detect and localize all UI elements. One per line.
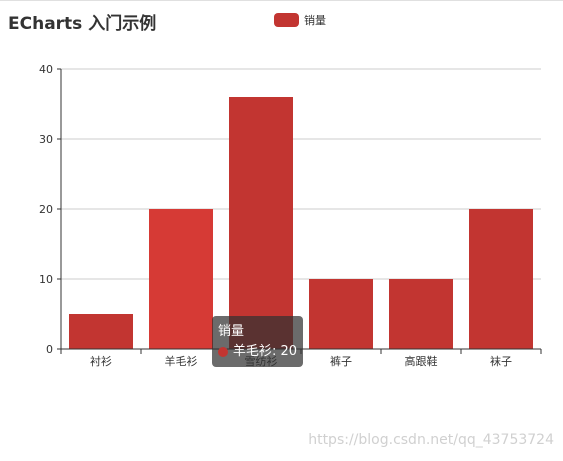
tooltip-item-value: 20 xyxy=(280,344,297,359)
tooltip-item-label: 羊毛衫 xyxy=(232,344,272,359)
chart-title: ECharts 入门示例 xyxy=(8,14,157,34)
tooltip-marker-dot xyxy=(218,347,228,357)
bar[interactable] xyxy=(469,209,533,349)
legend-label: 销量 xyxy=(304,14,326,27)
y-tick-label: 40 xyxy=(39,63,53,76)
y-tick-label: 10 xyxy=(39,273,53,286)
x-tick-label: 袜子 xyxy=(490,354,512,368)
bar[interactable] xyxy=(229,97,293,349)
y-tick-label: 20 xyxy=(39,203,53,216)
legend-swatch xyxy=(274,13,299,27)
tooltip-series-name: 销量 xyxy=(218,324,245,339)
bar[interactable] xyxy=(389,279,453,349)
top-divider xyxy=(0,0,563,1)
x-tick-label: 衬衫 xyxy=(90,355,112,368)
watermark-text: https://blog.csdn.net/qq_43753724 xyxy=(308,432,554,448)
legend-item[interactable]: 销量 xyxy=(274,12,326,28)
x-tick-label: 羊毛衫 xyxy=(165,354,198,368)
y-tick-label: 30 xyxy=(39,133,53,146)
x-tick-label: 高跟鞋 xyxy=(405,354,438,368)
x-tick-label: 裤子 xyxy=(330,354,352,368)
bar[interactable] xyxy=(69,314,133,349)
chart-tooltip: 销量 羊毛衫 : 20 xyxy=(212,316,303,367)
tooltip-separator: : xyxy=(271,344,281,359)
bar[interactable] xyxy=(149,209,213,349)
y-tick-label: 0 xyxy=(46,343,53,356)
bar[interactable] xyxy=(309,279,373,349)
